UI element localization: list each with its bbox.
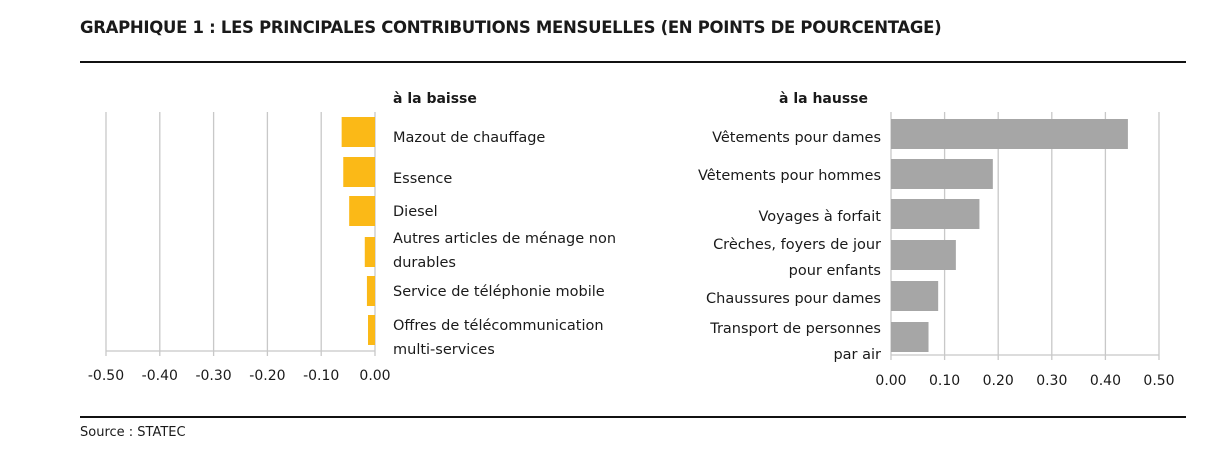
bar bbox=[366, 276, 375, 306]
tick-label: -0.30 bbox=[195, 368, 231, 384]
tick-label: -0.50 bbox=[88, 368, 124, 384]
chart-title: GRAPHIQUE 1 : LES PRINCIPALES CONTRIBUTI… bbox=[80, 18, 942, 37]
tick-label: 0.20 bbox=[983, 373, 1014, 389]
category-label: Diesel bbox=[393, 204, 438, 220]
category-label: Chaussures pour dames bbox=[706, 291, 881, 307]
category-label: Essence bbox=[393, 171, 452, 187]
category-label: Voyages à forfait bbox=[758, 209, 881, 225]
source-note: Source : STATEC bbox=[80, 425, 186, 440]
category-label: Transport de personnes bbox=[709, 321, 881, 337]
category-label: Offres de télécommunication bbox=[393, 318, 604, 334]
top-rule bbox=[80, 61, 1186, 63]
bar bbox=[891, 281, 939, 311]
bar bbox=[891, 159, 993, 189]
category-label: Crèches, foyers de jour bbox=[713, 237, 881, 253]
category-label: Autres articles de ménage non bbox=[393, 231, 616, 247]
bar bbox=[368, 315, 375, 345]
tick-label: 0.40 bbox=[1090, 373, 1121, 389]
tick-label: 0.30 bbox=[1036, 373, 1067, 389]
bar bbox=[891, 199, 980, 229]
category-label: multi-services bbox=[393, 342, 495, 358]
category-label: Vêtements pour hommes bbox=[698, 168, 881, 184]
tick-label: 0.00 bbox=[359, 368, 390, 384]
category-label: Mazout de chauffage bbox=[393, 130, 545, 146]
tick-label: -0.20 bbox=[249, 368, 285, 384]
tick-label: 0.50 bbox=[1143, 373, 1174, 389]
bar bbox=[364, 237, 375, 267]
category-label: Vêtements pour dames bbox=[712, 130, 881, 146]
bar bbox=[891, 119, 1128, 149]
bar bbox=[341, 117, 375, 147]
bar bbox=[891, 322, 929, 352]
bar bbox=[343, 157, 375, 187]
bar bbox=[891, 240, 956, 270]
tick-label: 0.00 bbox=[875, 373, 906, 389]
bottom-rule bbox=[80, 416, 1186, 418]
panel-title: à la hausse bbox=[779, 91, 868, 107]
category-label: par air bbox=[833, 347, 881, 363]
panel-title: à la baisse bbox=[393, 91, 477, 107]
bar bbox=[349, 196, 375, 226]
tick-label: 0.10 bbox=[929, 373, 960, 389]
category-label: Service de téléphonie mobile bbox=[393, 284, 605, 300]
tick-label: -0.10 bbox=[303, 368, 339, 384]
category-label: durables bbox=[393, 255, 456, 271]
tick-label: -0.40 bbox=[142, 368, 178, 384]
chart-increases: à la hausse 0.00 0.10 0.20 0.30 0.40 0.50 Vêtem… bbox=[698, 91, 1175, 389]
category-label: pour enfants bbox=[789, 263, 881, 279]
chart-decreases: à la baisse -0.50 -0.40 -0.30 -0.20 -0.10 0.00… bbox=[88, 91, 616, 384]
